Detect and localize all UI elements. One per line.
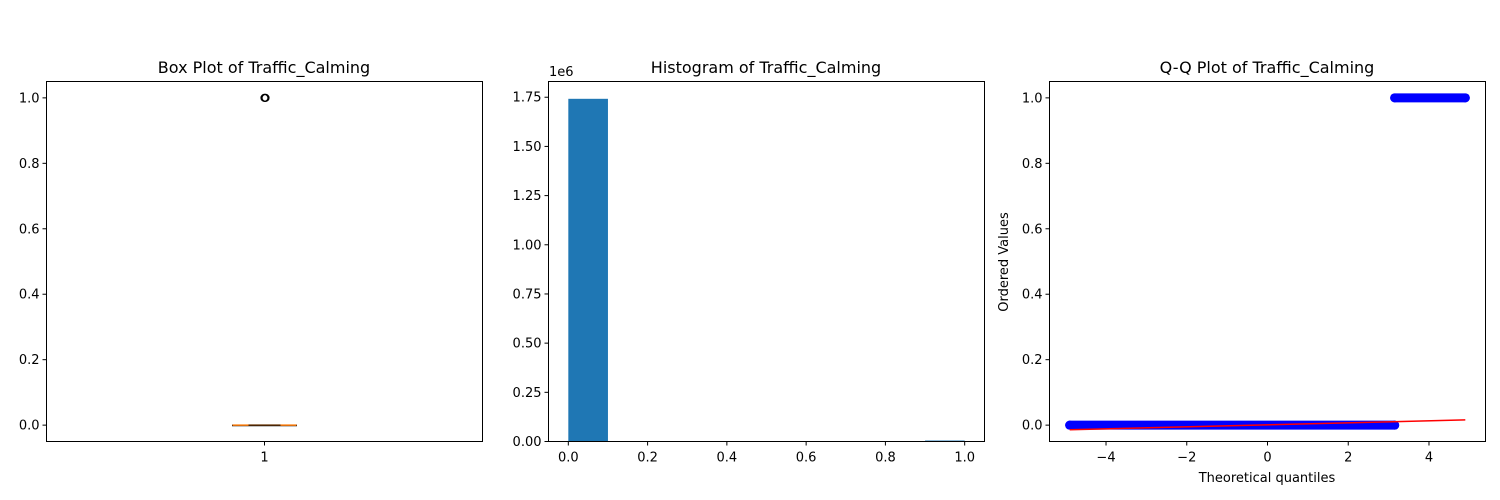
histogram-x-tick-label: 0.4 [717, 451, 738, 466]
qq-plot-point [1390, 93, 1400, 103]
qq-plot-y-tick-label: 0.0 [1022, 419, 1043, 434]
histogram-y-tick-label: 1.00 [513, 238, 542, 253]
box-plot-y-ticks: 0.0 0.2 0.4 0.6 0.8 1.0 [19, 91, 47, 434]
histogram-bar [568, 98, 608, 442]
histogram-x-tick-label: 0.2 [637, 451, 658, 466]
qq-plot-y-axis-label: Ordered Values [997, 212, 1012, 312]
qq-plot-point [1390, 420, 1400, 430]
histogram-x-tick-label: 1.0 [954, 451, 975, 466]
qq-plot-y-tick-label: 0.6 [1022, 222, 1043, 237]
qq-plot-y-ticks: 0.0 0.2 0.4 0.6 0.8 1.0 [1022, 91, 1050, 434]
qq-plot-y-tick-label: 0.8 [1022, 157, 1043, 172]
histogram-y-tick-label: 0.75 [513, 287, 542, 302]
qq-plot-y-tick-label: 0.4 [1022, 288, 1043, 303]
histogram-panel: Histogram of Traffic_Calming 1e6 0.00 0.2… [513, 58, 985, 466]
histogram-axes-frame [548, 81, 985, 442]
box-plot-x-ticks: 1 [260, 441, 269, 466]
box-plot-x-tick-label: 1 [260, 451, 268, 466]
qq-plot-point [1460, 93, 1470, 103]
histogram-x-tick-label: 0.8 [875, 451, 896, 466]
histogram-y-tick-label: 0.25 [513, 386, 542, 401]
box-plot-y-tick-label: 0.0 [19, 419, 40, 434]
histogram-x-tick-label: 0.0 [558, 451, 579, 466]
box-plot-y-tick-label: 0.4 [19, 288, 40, 303]
qq-plot-title: Q-Q Plot of Traffic_Calming [1160, 58, 1375, 78]
histogram-title: Histogram of Traffic_Calming [651, 58, 881, 78]
histogram-y-tick-label: 1.50 [513, 140, 542, 155]
qq-plot-x-tick-label: 0 [1263, 451, 1271, 466]
histogram-offset-label: 1e6 [549, 65, 574, 80]
box-plot-outlier [261, 93, 270, 102]
qq-plot-x-ticks: −4 −2 0 2 4 [1096, 441, 1433, 466]
qq-plot-y-tick-label: 1.0 [1022, 91, 1043, 106]
box-plot-y-tick-label: 0.6 [19, 222, 40, 237]
histogram-x-tick-label: 0.6 [796, 451, 817, 466]
histogram-marks [568, 98, 965, 442]
histogram-y-tick-label: 0.00 [513, 435, 542, 450]
histogram-y-tick-label: 0.50 [513, 337, 542, 352]
box-plot-y-tick-label: 1.0 [19, 91, 40, 106]
qq-plot-y-tick-label: 0.2 [1022, 353, 1043, 368]
box-plot-marks [232, 93, 297, 427]
histogram-y-tick-label: 1.25 [513, 189, 542, 204]
qq-plot-panel: Q-Q Plot of Traffic_Calming 0.0 0.2 0.4 0.6… [997, 58, 1486, 486]
box-plot-y-tick-label: 0.8 [19, 157, 40, 172]
box-plot-title: Box Plot of Traffic_Calming [158, 58, 370, 78]
qq-plot-marks [1065, 93, 1470, 431]
box-plot-y-tick-label: 0.2 [19, 353, 40, 368]
qq-plot-x-tick-label: 4 [1425, 451, 1433, 466]
qq-plot-x-tick-label: −4 [1096, 451, 1115, 466]
histogram-y-tick-label: 1.75 [513, 91, 542, 106]
histogram-y-ticks: 0.00 0.25 0.50 0.75 1.00 1.25 1.50 1.75 [513, 91, 549, 450]
qq-plot-point [1065, 420, 1075, 430]
qq-plot-x-tick-label: 2 [1344, 451, 1352, 466]
histogram-x-ticks: 0.0 0.2 0.4 0.6 0.8 1.0 [558, 441, 975, 466]
qq-plot-x-tick-label: −2 [1177, 451, 1196, 466]
box-plot-panel: Box Plot of Traffic_Calming 0.0 0.2 0.4 0.6… [19, 58, 483, 466]
qq-plot-fit-line [1069, 419, 1466, 431]
qq-plot-x-axis-label: Theoretical quantiles [1198, 471, 1336, 486]
